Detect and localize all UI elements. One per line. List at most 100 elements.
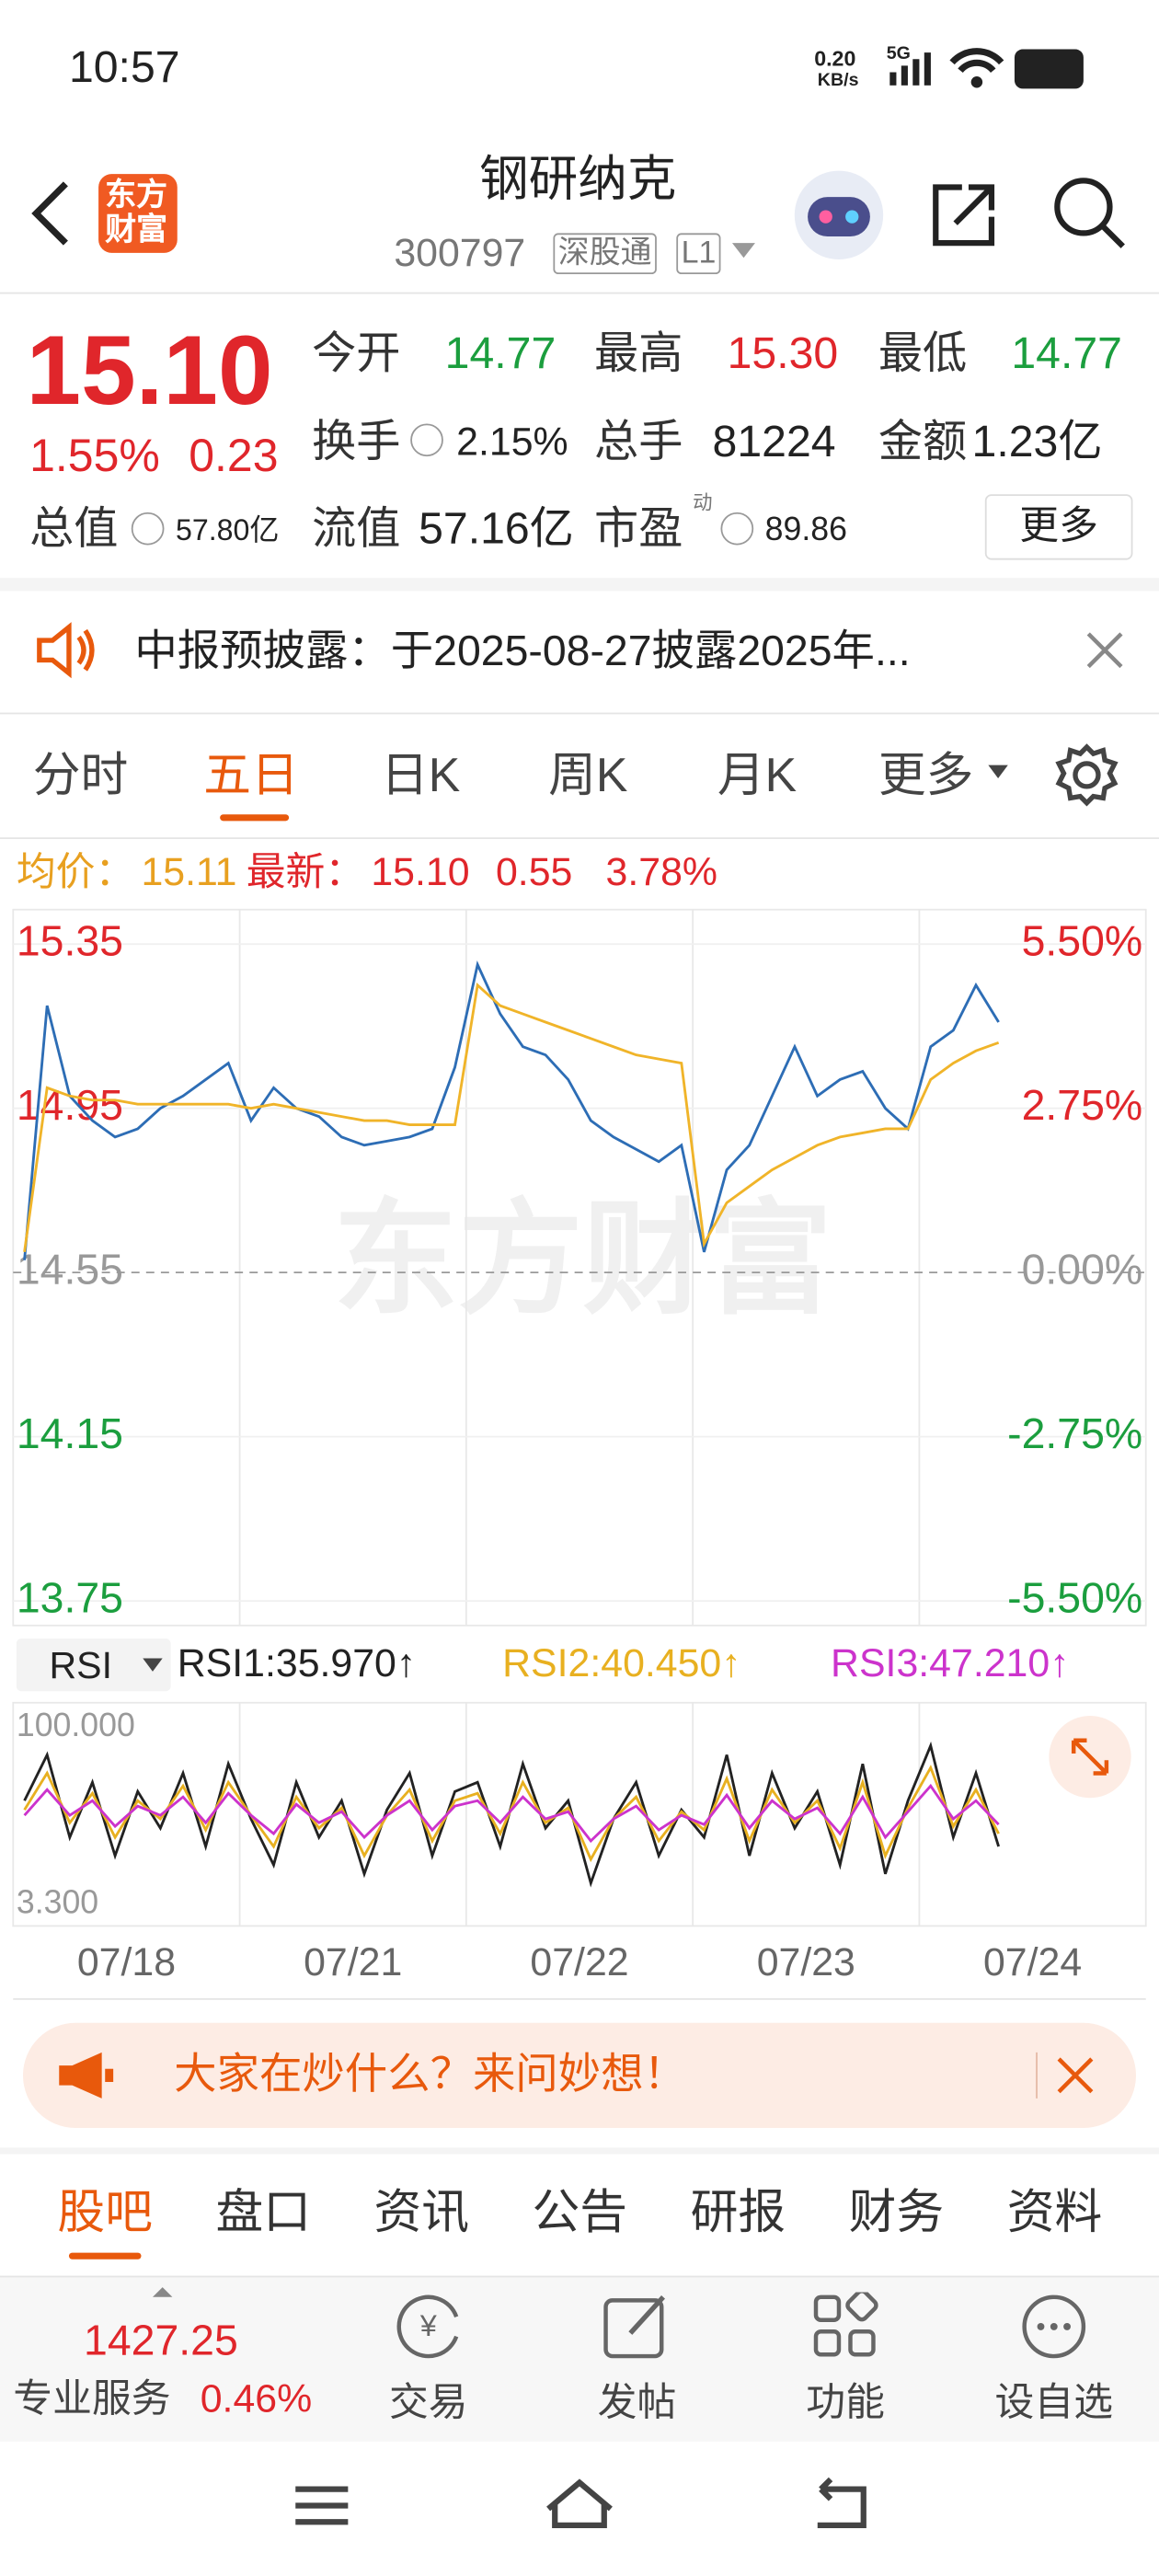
sub-tab[interactable]: 公告 — [532, 2187, 628, 2240]
y-tick-label: 100.000 — [17, 1707, 135, 1743]
notice-text[interactable]: 中报预披露：于2025-08-27披露2025年... — [134, 625, 911, 675]
dropdown-arrow[interactable] — [729, 240, 762, 263]
watchlist-icon[interactable] — [1018, 2292, 1091, 2364]
y2-tick-label: 5.50% — [1022, 916, 1143, 964]
field-value: 15.30 — [727, 328, 839, 378]
sub-tab[interactable]: 资讯 — [373, 2187, 470, 2240]
back-nav-button[interactable] — [817, 2477, 866, 2528]
sub-tab[interactable]: 资料 — [1006, 2187, 1103, 2240]
app-logo — [98, 174, 178, 253]
tab[interactable]: 日K — [381, 750, 461, 803]
share-button[interactable] — [929, 178, 1002, 250]
y-tick-label: 14.15 — [17, 1409, 123, 1457]
function-icon[interactable] — [811, 2292, 880, 2361]
change-pct: 1.55% — [29, 430, 160, 481]
tab-active[interactable]: 五日 — [203, 750, 299, 803]
search-button[interactable] — [1050, 174, 1130, 253]
x-tick-label: 07/18 — [76, 1940, 177, 1985]
service-label[interactable]: 专业服务 — [13, 2377, 171, 2422]
x-tick-label: 07/22 — [530, 1940, 629, 1985]
y-tick-label: 14.95 — [17, 1081, 123, 1129]
field-label: 换手 — [312, 417, 401, 466]
divider — [0, 712, 1159, 715]
y2-tick-label: -2.75% — [1007, 1409, 1142, 1457]
status-icons — [889, 48, 1084, 89]
nav-bar — [295, 2477, 866, 2528]
field-label: 最高 — [594, 328, 683, 378]
y2-tick-label: -5.50% — [1007, 1573, 1142, 1621]
actions: 交易 发帖 功能 设自选 — [0, 2380, 1159, 2433]
field-value: 57.16亿 — [419, 503, 574, 554]
field-label: 市盈 — [594, 503, 683, 554]
more-button-text: 更多 — [1019, 503, 1098, 549]
stock-code: 300797 — [394, 231, 526, 276]
info-icon[interactable] — [720, 512, 754, 546]
status-network: 5G — [886, 44, 911, 64]
sub-tabs: 股吧 盘口 资讯 公告 研报 财务 资料 — [0, 2184, 1159, 2266]
post-icon[interactable] — [601, 2291, 673, 2363]
tab-underline — [220, 814, 290, 822]
action-label[interactable]: 功能 — [806, 2380, 885, 2426]
bottom-bar — [0, 2275, 1159, 2442]
info-icon[interactable] — [410, 423, 443, 457]
field-label: 总手 — [594, 417, 683, 466]
tab[interactable]: 周K — [548, 750, 628, 803]
legend-entry: RSI1:35.970↑ — [177, 1641, 417, 1686]
y2-tick-label: 0.00% — [1022, 1245, 1143, 1293]
ai-banner[interactable] — [22, 2022, 1137, 2128]
sub-tab[interactable]: 盘口 — [215, 2187, 312, 2240]
divider — [0, 2147, 1159, 2155]
field-label: 今开 — [312, 328, 401, 378]
logo-text: 东方 — [105, 178, 168, 214]
field-label: 流值 — [312, 503, 401, 554]
field-value: 89.86 — [764, 512, 848, 549]
price-chart: 东方财富 15.35 14.95 14.55 14.15 13.75 5.50% 2.75%… — [12, 908, 1147, 1627]
x-tick-label: 07/23 — [756, 1940, 855, 1985]
close-button[interactable] — [1084, 629, 1126, 672]
x-tick-label: 07/21 — [304, 1940, 403, 1985]
field-sup: 动 — [693, 490, 713, 514]
banner-text: 大家在炒什么？来问妙想！ — [174, 2049, 687, 2099]
y-tick-label: 13.75 — [17, 1573, 123, 1621]
field-value: 14.77 — [444, 328, 557, 378]
field-label: 金额 — [878, 417, 968, 466]
sub-tab[interactable]: 股吧 — [57, 2187, 153, 2240]
tab[interactable]: 更多 — [878, 750, 974, 803]
action-label[interactable]: 交易 — [388, 2380, 468, 2426]
y2-tick-label: 2.75% — [1022, 1081, 1143, 1129]
info-icon[interactable] — [131, 512, 165, 546]
tab[interactable]: 分时 — [32, 750, 129, 803]
close-button[interactable] — [1054, 2054, 1096, 2097]
tab[interactable]: 月K — [717, 750, 798, 803]
status-speed: 0.20 — [814, 45, 856, 71]
back-button[interactable] — [27, 178, 76, 250]
speaker-icon — [37, 622, 95, 679]
settings-button[interactable] — [1054, 742, 1119, 808]
indicator-name: RSI — [49, 1643, 112, 1686]
action-label[interactable]: 设自选 — [994, 2380, 1114, 2426]
home-button[interactable] — [546, 2478, 613, 2528]
expand-button[interactable] — [1048, 1714, 1133, 1800]
last-value: 15.10 — [371, 850, 470, 895]
legend-entry: RSI2:40.450↑ — [502, 1641, 741, 1686]
action-label[interactable]: 发帖 — [597, 2380, 677, 2426]
menu-button[interactable] — [295, 2486, 349, 2525]
dropdown-arrow — [143, 1658, 163, 1672]
indicator-select[interactable] — [16, 1639, 171, 1692]
sub-tab[interactable]: 财务 — [848, 2187, 945, 2240]
series-line — [23, 1783, 1000, 1844]
index-value: 1427.25 — [84, 2315, 238, 2364]
status-time: 10:57 — [68, 42, 180, 92]
sub-tab[interactable]: 研报 — [690, 2187, 786, 2240]
rsi-chart: 100.000 3.300 — [12, 1701, 1147, 1927]
field-label: 总值 — [29, 503, 119, 554]
legend-entry: RSI3:47.210↑ — [831, 1641, 1070, 1686]
y-tick-label: 3.300 — [17, 1884, 98, 1921]
trade-icon[interactable]: ¥ — [391, 2291, 466, 2363]
assistant-avatar[interactable] — [791, 167, 887, 263]
change-pct: 3.78% — [605, 850, 718, 895]
more-button[interactable] — [984, 494, 1133, 560]
last-price: 15.10 — [26, 315, 273, 426]
field-value: 1.23亿 — [971, 417, 1103, 466]
